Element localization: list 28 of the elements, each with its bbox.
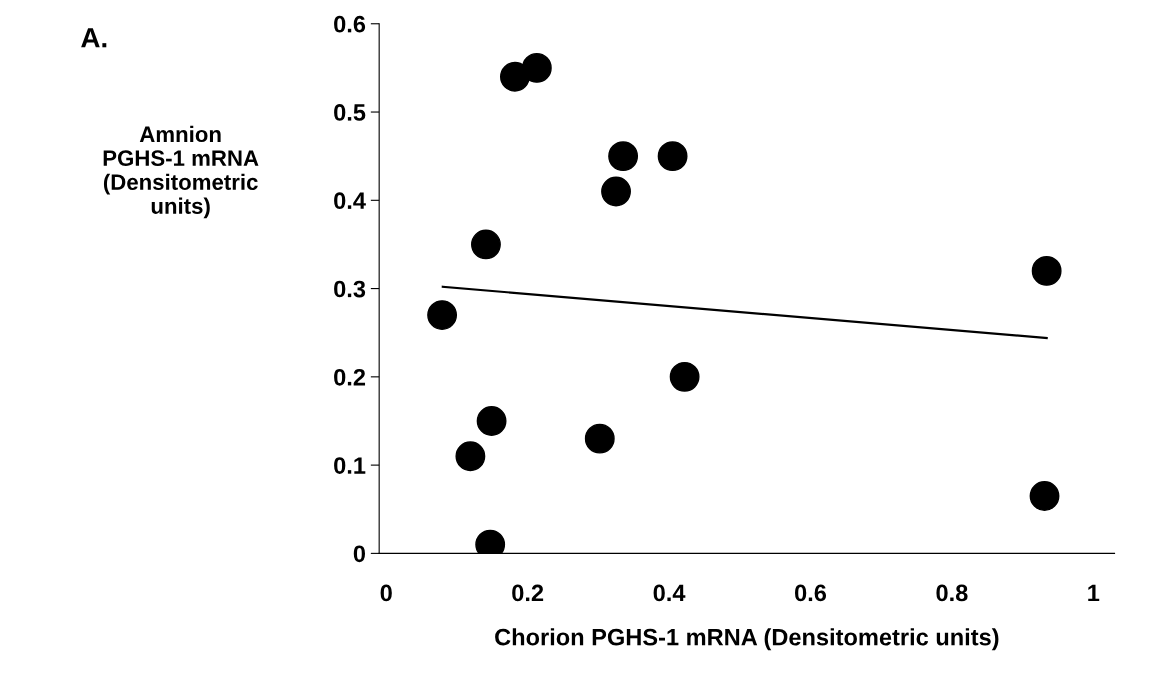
point — [669, 361, 700, 392]
x-tick-label: 1 — [1088, 584, 1100, 602]
point — [601, 176, 631, 207]
x-tick-label: 0.2 — [512, 584, 544, 602]
x-tick-label: 0.4 — [653, 584, 686, 602]
x-tick-label: 0.8 — [936, 584, 968, 602]
point — [455, 441, 486, 472]
x-axis-title: Chorion PGHS-1 mRNA (Densitometric units) — [495, 628, 999, 651]
y-tick-label: 0.5 — [334, 104, 366, 121]
x-tick-label: 0.6 — [795, 584, 827, 602]
text: A. — [81, 28, 107, 48]
point — [427, 300, 458, 330]
point — [476, 406, 507, 436]
y-tick-label: 0.2 — [334, 368, 366, 386]
point — [521, 52, 552, 83]
y-tick-label: 0.1 — [334, 457, 366, 474]
point — [584, 423, 615, 454]
point — [1029, 481, 1060, 511]
y-tick-label: 0.6 — [334, 15, 366, 33]
y-tick-label: 0.4 — [334, 192, 366, 210]
point — [1031, 255, 1062, 286]
x-tick-label: 0 — [380, 584, 392, 602]
point — [471, 229, 501, 260]
y-tick-label: 0 — [353, 545, 366, 563]
y-tick-label: 0.3 — [334, 280, 366, 298]
y-axis-title: Amnion PGHS-1 mRNA (Densitometric units) — [103, 125, 259, 219]
point — [657, 141, 688, 172]
point — [608, 141, 639, 172]
